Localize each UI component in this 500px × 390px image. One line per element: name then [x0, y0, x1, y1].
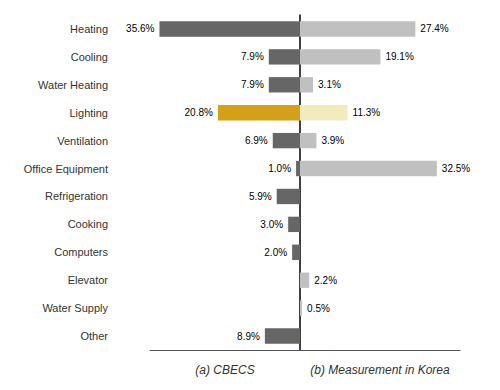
svg-text:(b) Measurement in Korea: (b) Measurement in Korea	[310, 363, 450, 377]
svg-text:Refrigeration: Refrigeration	[45, 190, 108, 202]
svg-text:Lighting: Lighting	[69, 107, 108, 119]
svg-text:20.8%: 20.8%	[185, 107, 213, 118]
svg-text:6.9%: 6.9%	[245, 135, 268, 146]
svg-text:5.9%: 5.9%	[249, 191, 272, 202]
svg-text:2.0%: 2.0%	[264, 247, 287, 258]
svg-text:Computers: Computers	[54, 246, 108, 258]
svg-text:19.1%: 19.1%	[385, 51, 413, 62]
svg-text:Cooling: Cooling	[71, 51, 108, 63]
svg-text:Elevator: Elevator	[68, 274, 109, 286]
svg-text:7.9%: 7.9%	[241, 51, 264, 62]
svg-text:2.2%: 2.2%	[314, 275, 337, 286]
svg-text:11.3%: 11.3%	[353, 107, 381, 118]
svg-text:Ventilation: Ventilation	[57, 135, 108, 147]
svg-text:1.0%: 1.0%	[268, 163, 291, 174]
svg-text:Other: Other	[80, 330, 108, 342]
svg-text:3.9%: 3.9%	[321, 135, 344, 146]
svg-text:35.6%: 35.6%	[126, 23, 154, 34]
svg-text:Water Heating: Water Heating	[38, 79, 108, 91]
svg-text:Water Supply: Water Supply	[42, 302, 108, 314]
svg-text:0.5%: 0.5%	[307, 303, 330, 314]
svg-text:8.9%: 8.9%	[237, 331, 260, 342]
svg-text:(a) CBECS: (a) CBECS	[195, 363, 254, 377]
svg-text:7.9%: 7.9%	[241, 79, 264, 90]
svg-text:27.4%: 27.4%	[420, 23, 448, 34]
svg-text:Heating: Heating	[70, 23, 108, 35]
svg-text:Cooking: Cooking	[68, 218, 108, 230]
svg-text:32.5%: 32.5%	[442, 163, 470, 174]
svg-text:Office Equipment: Office Equipment	[24, 163, 108, 175]
svg-text:3.0%: 3.0%	[260, 219, 283, 230]
svg-text:3.1%: 3.1%	[318, 79, 341, 90]
